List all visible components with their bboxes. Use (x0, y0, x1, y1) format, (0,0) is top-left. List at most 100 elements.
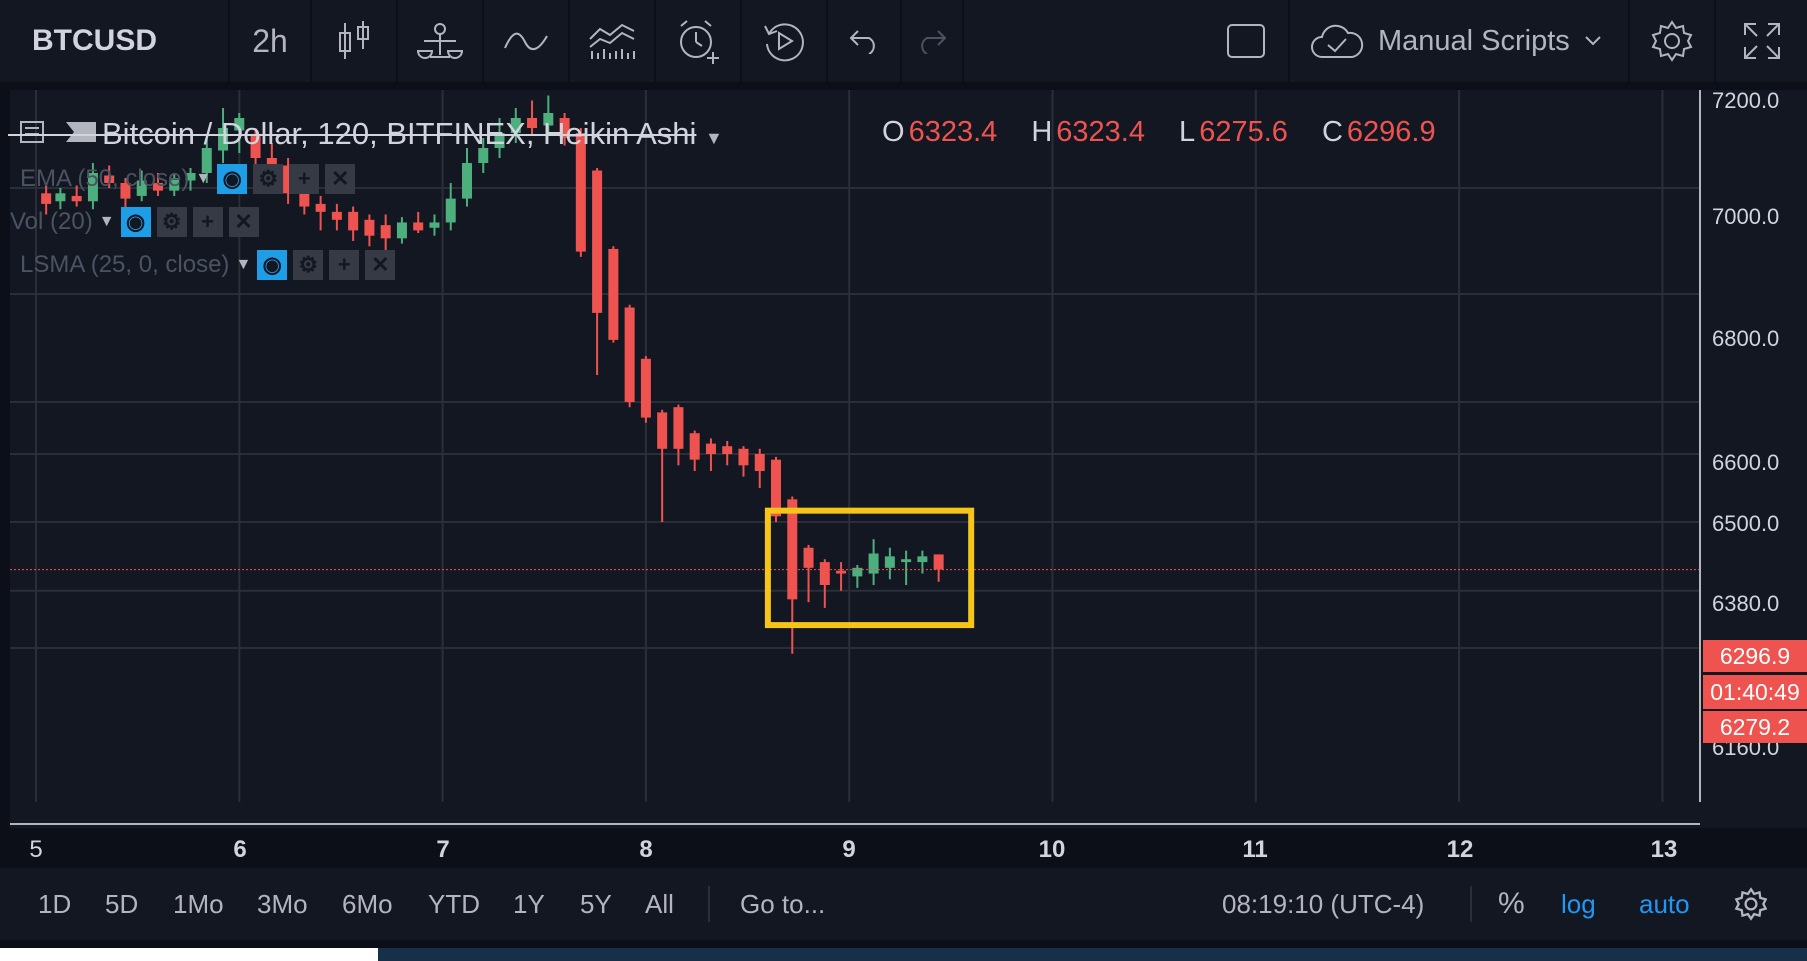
candle (640, 356, 651, 423)
candle (819, 559, 830, 608)
range-1d-button[interactable]: 1D (38, 888, 72, 919)
goto-button[interactable]: Go to... (740, 888, 826, 919)
candle-body (218, 128, 229, 151)
manual-scripts-label: Manual Scripts (1378, 24, 1570, 57)
gear-icon (1734, 887, 1768, 921)
candle-body (592, 170, 603, 313)
candle-body (803, 547, 814, 568)
candle (218, 108, 229, 163)
candle-body (901, 559, 912, 563)
undo-button[interactable] (828, 0, 902, 82)
manual-scripts-dropdown[interactable]: Manual Scripts (1290, 0, 1630, 82)
range-5d-button[interactable]: 5D (105, 888, 139, 919)
chevron-down-icon[interactable]: ▼ (98, 213, 115, 230)
chart-grid (10, 90, 1700, 802)
candle-body (673, 407, 684, 449)
range-1y-button[interactable]: 1Y (513, 888, 545, 919)
candle-body (543, 113, 554, 126)
study-ema[interactable]: EMA (50, close) ▼ ◉ ⚙ + ✕ (20, 164, 356, 194)
symbol-search-button[interactable]: BTCUSD (0, 0, 230, 82)
chevron-down-icon[interactable]: ▼ (195, 170, 212, 187)
close-icon[interactable]: ✕ (228, 207, 259, 237)
log-scale-toggle[interactable]: log (1561, 888, 1596, 919)
fullscreen-button[interactable] (1716, 0, 1807, 82)
plus-icon[interactable]: + (329, 250, 360, 280)
chart-pane[interactable] (10, 90, 1807, 828)
candle (722, 441, 733, 466)
candle (852, 564, 863, 588)
eye-icon[interactable]: ◉ (257, 250, 288, 280)
candle (169, 173, 180, 196)
candle (901, 550, 912, 585)
candle (185, 168, 196, 191)
divider (1470, 886, 1472, 922)
close-icon[interactable]: ✕ (325, 164, 356, 194)
eye-icon[interactable]: ◉ (120, 207, 151, 237)
replay-icon (764, 23, 804, 62)
expand-arrows-icon (1743, 23, 1780, 59)
alert-button[interactable] (656, 0, 742, 82)
candle (705, 438, 716, 471)
candle-body (771, 459, 782, 517)
chevron-down-icon[interactable]: ▼ (235, 256, 252, 273)
replay-button[interactable] (742, 0, 828, 82)
candle-body (104, 175, 115, 183)
desktop-background (0, 948, 378, 961)
candle (104, 165, 115, 188)
legend-collapse-control[interactable] (8, 118, 128, 148)
range-6mo-button[interactable]: 6Mo (342, 888, 393, 919)
time-tick: 5 (29, 836, 43, 863)
fullscreen-box-button[interactable] (1204, 0, 1290, 82)
price-tick: 7000.0 (1712, 204, 1780, 229)
gear-icon[interactable]: ⚙ (156, 207, 187, 237)
gear-icon[interactable]: ⚙ (253, 164, 284, 194)
candle (87, 163, 98, 210)
plus-icon[interactable]: + (192, 207, 223, 237)
gear-icon[interactable]: ⚙ (293, 250, 324, 280)
candle (527, 100, 538, 136)
candle (41, 183, 52, 215)
candle-body (396, 222, 407, 239)
candle-body (608, 248, 619, 340)
legend-dropdown-icon[interactable]: ▼ (705, 128, 723, 148)
auto-scale-toggle[interactable]: auto (1639, 888, 1690, 919)
study-lsma[interactable]: LSMA (25, 0, close) ▼ ◉ ⚙ + ✕ (20, 250, 396, 280)
range-ytd-button[interactable]: YTD (428, 888, 480, 919)
candle-body (250, 135, 261, 158)
eye-icon[interactable]: ◉ (217, 164, 248, 194)
close-icon[interactable]: ✕ (365, 250, 396, 280)
candle-body (657, 412, 668, 449)
candle-body (868, 553, 879, 574)
legend-series-title[interactable]: Bitcoin / Dollar, 120, BITFINEX, Heikin … (102, 116, 723, 152)
candle-body (852, 567, 863, 577)
low-value: 6275.6 (1199, 116, 1288, 148)
settings-button[interactable] (1630, 0, 1716, 82)
study-volume-label: Vol (20) (10, 208, 93, 235)
chart-style-button[interactable] (312, 0, 398, 82)
interval-button[interactable]: 2h (230, 0, 312, 82)
axis-settings-button[interactable] (1734, 868, 1768, 940)
financials-button[interactable] (570, 0, 656, 82)
indicators-button[interactable] (484, 0, 570, 82)
price-chart[interactable] (10, 90, 1807, 828)
gear-icon (1651, 20, 1693, 62)
candle (884, 547, 895, 580)
candle-body (917, 556, 928, 563)
candle-body (380, 225, 391, 239)
range-1mo-button[interactable]: 1Mo (173, 888, 224, 919)
price-tick: 6380.0 (1712, 591, 1780, 616)
candle-body (429, 222, 440, 228)
range-all-button[interactable]: All (645, 888, 674, 919)
candle (917, 550, 928, 574)
candle (933, 554, 944, 582)
range-5y-button[interactable]: 5Y (580, 888, 612, 919)
candle-body (315, 203, 326, 212)
percent-scale-toggle[interactable]: % (1498, 887, 1525, 920)
study-volume[interactable]: Vol (20) ▼ ◉ ⚙ + ✕ (10, 207, 259, 237)
clock-display[interactable]: 08:19:10 (UTC-4) (1222, 888, 1425, 919)
redo-button[interactable] (902, 0, 964, 82)
plus-icon[interactable]: + (289, 164, 320, 194)
candle-body (640, 358, 651, 418)
compare-button[interactable] (398, 0, 484, 82)
range-3mo-button[interactable]: 3Mo (257, 888, 308, 919)
